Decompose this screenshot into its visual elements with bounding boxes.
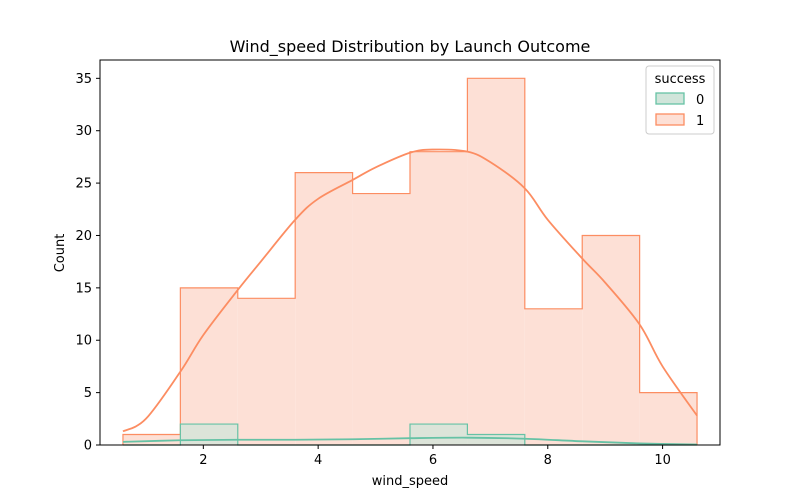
- y-tick-label: 30: [75, 124, 92, 139]
- histogram-bar-1-9: [639, 392, 698, 445]
- legend-label-1: 1: [696, 114, 704, 129]
- histogram-outline-1: [122, 77, 698, 445]
- histogram-bar-0-5: [410, 424, 468, 445]
- y-axis-label: Count: [53, 234, 68, 273]
- histogram-bar-1-5: [410, 151, 468, 445]
- y-tick-label: 5: [84, 386, 92, 401]
- x-tick-label: 4: [314, 453, 322, 468]
- kde-line-0: [122, 436, 698, 446]
- chart-title: Wind_speed Distribution by Launch Outcom…: [230, 37, 591, 57]
- histogram-bar-1-8: [582, 235, 640, 445]
- histogram-bar-1-0: [122, 434, 181, 445]
- y-tick-label: 25: [75, 177, 92, 192]
- histogram-bar-1-4: [352, 193, 410, 445]
- legend-swatch-0: [655, 92, 685, 105]
- y-tick-label: 35: [75, 72, 92, 87]
- histogram-bar-1-2: [237, 298, 296, 445]
- legend: success 0 1: [645, 65, 715, 135]
- legend-title: success: [655, 72, 706, 87]
- x-tick-label: 2: [199, 453, 207, 468]
- legend-swatch-1: [655, 113, 685, 126]
- plot-area: [122, 77, 698, 446]
- x-tick-label: 10: [654, 453, 671, 468]
- y-tick-label: 20: [75, 229, 92, 244]
- plot-frame: [99, 59, 721, 446]
- histogram-bar-1-6: [467, 78, 525, 445]
- histogram-bar-1-1: [180, 287, 238, 445]
- y-tick-label: 10: [75, 334, 92, 349]
- legend-label-0: 0: [696, 93, 704, 108]
- x-tick-label: 8: [544, 453, 552, 468]
- histogram-bar-0-1: [180, 424, 238, 445]
- y-tick-label: 15: [75, 281, 92, 296]
- x-tick-label: 6: [429, 453, 437, 468]
- x-axis: 2 4 6 8 10: [199, 445, 671, 468]
- y-axis: 0 5 10 15 20 25 30 35: [75, 72, 100, 454]
- histogram-bar-1-7: [524, 308, 583, 445]
- histogram-bar-1-3: [295, 172, 353, 445]
- histogram-bar-0-6: [467, 434, 525, 445]
- y-tick-label: 0: [84, 439, 92, 454]
- kde-line-1: [122, 148, 698, 433]
- x-axis-label: wind_speed: [372, 474, 449, 489]
